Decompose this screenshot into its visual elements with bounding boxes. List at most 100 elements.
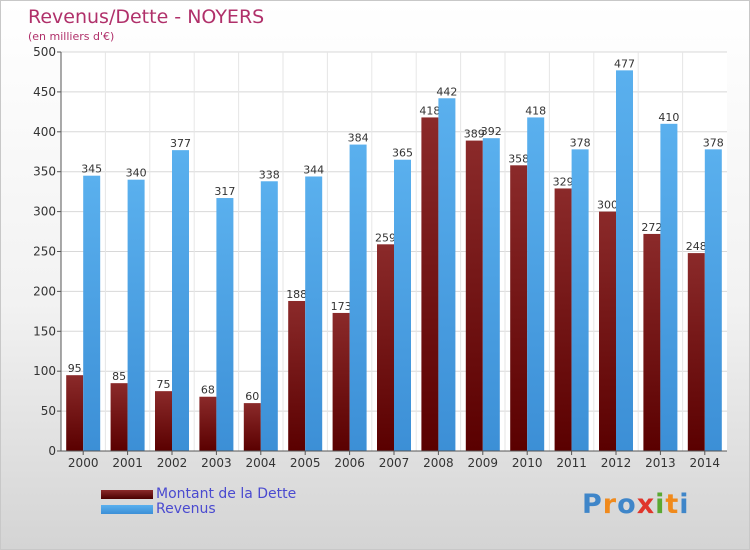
bar-revenus bbox=[349, 144, 367, 451]
y-tick-label: 150 bbox=[33, 324, 56, 338]
bar-revenus bbox=[616, 70, 633, 451]
data-label: 188 bbox=[286, 288, 307, 301]
legend-label-revenus: Revenus bbox=[156, 501, 216, 517]
data-label: 68 bbox=[201, 384, 215, 397]
logo-letter: i bbox=[679, 489, 690, 520]
bar-dette bbox=[332, 312, 350, 451]
bar-revenus bbox=[438, 98, 456, 451]
x-tick-label: 2012 bbox=[601, 456, 632, 470]
x-tick-label: 2008 bbox=[423, 456, 454, 470]
data-label: 338 bbox=[259, 168, 280, 181]
x-tick-label: 2009 bbox=[468, 456, 499, 470]
bar-dette bbox=[687, 253, 705, 451]
data-label: 377 bbox=[170, 137, 191, 150]
x-tick-label: 2004 bbox=[246, 456, 277, 470]
data-label: 75 bbox=[157, 378, 171, 391]
bar-dette bbox=[465, 140, 483, 451]
logo-letter: t bbox=[665, 489, 680, 520]
data-label: 248 bbox=[686, 240, 707, 253]
legend-swatch-dette bbox=[101, 490, 153, 499]
data-label: 272 bbox=[641, 221, 662, 234]
y-tick-label: 300 bbox=[33, 205, 56, 219]
data-label: 85 bbox=[112, 370, 126, 383]
x-tick-label: 2013 bbox=[645, 456, 676, 470]
chart-subtitle: (en milliers d'€) bbox=[28, 30, 115, 43]
chart-title: Revenus/Dette - NOYERS bbox=[28, 6, 265, 28]
bar-dette bbox=[110, 383, 128, 451]
data-label: 378 bbox=[703, 136, 724, 149]
bar-dette bbox=[599, 211, 616, 451]
logo-letter: o bbox=[617, 489, 637, 520]
bar-dette bbox=[510, 165, 528, 452]
bar-dette bbox=[288, 300, 306, 451]
data-label: 344 bbox=[303, 163, 324, 176]
data-label: 60 bbox=[245, 390, 259, 403]
bar-revenus bbox=[305, 176, 323, 451]
x-tick-label: 2007 bbox=[379, 456, 410, 470]
bar-dette bbox=[421, 117, 439, 451]
bar-dette bbox=[155, 391, 172, 451]
y-tick-label: 0 bbox=[48, 444, 56, 458]
data-label: 442 bbox=[436, 85, 457, 98]
y-tick-label: 350 bbox=[33, 165, 56, 179]
data-label: 418 bbox=[525, 104, 546, 117]
x-tick-label: 2010 bbox=[512, 456, 543, 470]
x-tick-label: 2006 bbox=[334, 456, 365, 470]
logo-letter: r bbox=[602, 489, 618, 520]
y-tick-label: 500 bbox=[33, 45, 56, 59]
data-label: 378 bbox=[570, 136, 591, 149]
bar-revenus bbox=[127, 179, 145, 451]
logo-letter: i bbox=[655, 489, 666, 520]
y-tick-label: 200 bbox=[33, 284, 56, 298]
data-label: 329 bbox=[553, 175, 574, 188]
bar-revenus bbox=[216, 198, 234, 451]
x-tick-label: 2005 bbox=[290, 456, 321, 470]
bar-dette bbox=[66, 375, 84, 451]
data-label: 340 bbox=[126, 167, 147, 180]
logo-letter: x bbox=[636, 489, 656, 520]
data-label: 389 bbox=[464, 128, 485, 141]
data-label: 345 bbox=[81, 163, 102, 176]
data-label: 410 bbox=[658, 111, 679, 124]
y-tick-label: 400 bbox=[33, 125, 56, 139]
bar-dette bbox=[554, 188, 572, 451]
data-label: 259 bbox=[375, 231, 396, 244]
logo-letter: P bbox=[582, 489, 603, 520]
data-label: 384 bbox=[348, 132, 369, 145]
data-label: 418 bbox=[419, 104, 440, 117]
x-tick-label: 2001 bbox=[112, 456, 143, 470]
y-tick-label: 50 bbox=[41, 404, 56, 418]
bar-revenus bbox=[704, 149, 722, 451]
bar-revenus bbox=[660, 123, 678, 451]
x-tick-label: 2003 bbox=[201, 456, 232, 470]
y-tick-label: 450 bbox=[33, 85, 56, 99]
bar-revenus bbox=[260, 181, 278, 451]
data-label: 300 bbox=[597, 199, 618, 212]
y-tick-label: 100 bbox=[33, 364, 56, 378]
data-label: 317 bbox=[214, 185, 235, 198]
data-label: 173 bbox=[331, 300, 352, 313]
data-label: 365 bbox=[392, 147, 413, 160]
bar-revenus bbox=[172, 150, 189, 452]
y-tick-label: 250 bbox=[33, 245, 56, 259]
bar-dette bbox=[199, 396, 217, 451]
bar-revenus bbox=[83, 175, 101, 451]
bar-revenus bbox=[571, 149, 589, 451]
x-tick-label: 2002 bbox=[157, 456, 188, 470]
data-label: 477 bbox=[614, 57, 635, 70]
proxiti-logo: Proxiti bbox=[582, 489, 690, 520]
legend-swatch-revenus bbox=[101, 505, 153, 514]
data-label: 358 bbox=[508, 152, 529, 165]
bar-dette bbox=[643, 233, 661, 451]
x-tick-label: 2000 bbox=[68, 456, 99, 470]
legend-label-dette: Montant de la Dette bbox=[156, 486, 297, 502]
bar-dette bbox=[243, 403, 261, 451]
bar-revenus bbox=[394, 159, 411, 452]
bar-revenus bbox=[482, 138, 500, 451]
x-tick-label: 2014 bbox=[690, 456, 721, 470]
data-label: 392 bbox=[481, 125, 502, 138]
data-label: 95 bbox=[68, 362, 82, 375]
x-tick-label: 2011 bbox=[556, 456, 587, 470]
